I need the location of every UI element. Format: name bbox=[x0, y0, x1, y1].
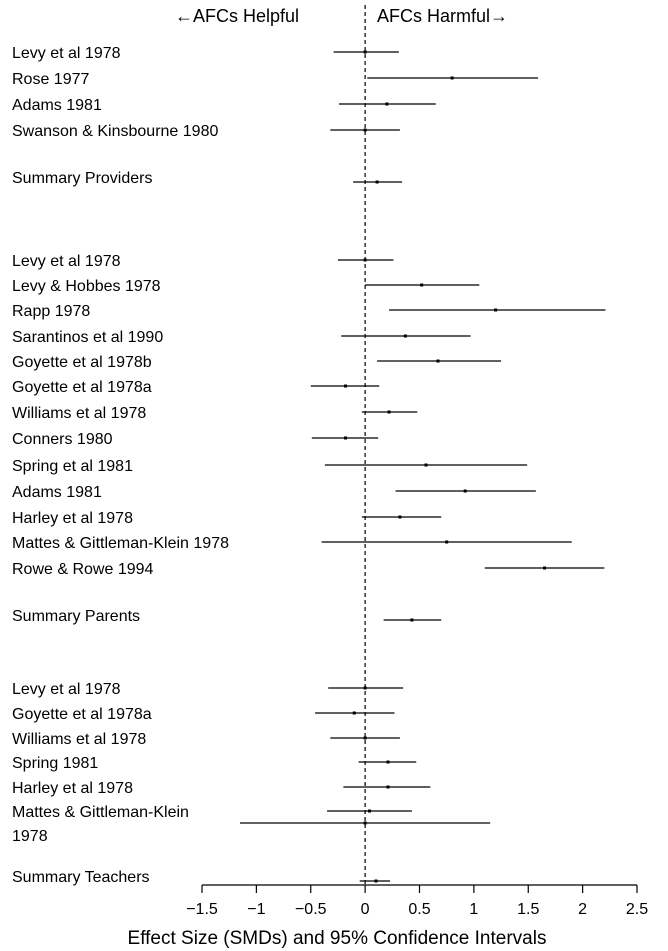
study-point bbox=[344, 384, 348, 388]
summary-label: Summary Providers bbox=[12, 170, 152, 187]
study-secondary-point bbox=[363, 821, 367, 825]
study-label: Goyette et al 1978b bbox=[12, 354, 152, 371]
study-label: Levy et al 1978 bbox=[12, 681, 121, 698]
study-label: Adams 1981 bbox=[12, 97, 102, 114]
summary-point bbox=[375, 180, 379, 184]
study-point bbox=[403, 334, 407, 338]
study-point bbox=[363, 736, 367, 740]
study-label: Levy et al 1978 bbox=[12, 45, 121, 62]
x-tick-label: −1 bbox=[247, 901, 265, 918]
study-point bbox=[367, 809, 371, 813]
study-label: Harley et al 1978 bbox=[12, 780, 133, 797]
study-label: Harley et al 1978 bbox=[12, 510, 133, 527]
study-point bbox=[398, 515, 402, 519]
study-label: Goyette et al 1978a bbox=[12, 379, 152, 396]
study-label: Goyette et al 1978a bbox=[12, 706, 152, 723]
x-tick-label: 1.5 bbox=[517, 901, 539, 918]
summary-point bbox=[410, 618, 414, 622]
study-label: Adams 1981 bbox=[12, 484, 102, 501]
summary-label: Summary Parents bbox=[12, 608, 140, 625]
summary-point bbox=[374, 879, 378, 883]
study-label-line2: 1978 bbox=[12, 828, 48, 845]
x-tick-label: 0.5 bbox=[408, 901, 430, 918]
header-helpful: ←AFCs Helpful bbox=[175, 6, 299, 26]
x-tick-label: 2.5 bbox=[626, 901, 648, 918]
study-point bbox=[424, 463, 428, 467]
study-label: Conners 1980 bbox=[12, 431, 113, 448]
study-label: Mattes & Gittleman-Klein 1978 bbox=[12, 535, 229, 552]
study-label: Rowe & Rowe 1994 bbox=[12, 561, 154, 578]
study-point bbox=[352, 711, 356, 715]
study-point bbox=[420, 283, 424, 287]
study-point bbox=[363, 686, 367, 690]
study-label: Mattes & Gittleman-Klein bbox=[12, 804, 189, 821]
x-tick-label: 0 bbox=[361, 901, 370, 918]
study-point bbox=[436, 359, 440, 363]
x-tick-label: −0.5 bbox=[295, 901, 327, 918]
study-point bbox=[463, 489, 467, 493]
study-point bbox=[363, 128, 367, 132]
study-label: Sarantinos et al 1990 bbox=[12, 329, 163, 346]
study-point bbox=[385, 102, 389, 106]
study-label: Spring et al 1981 bbox=[12, 458, 133, 475]
study-point bbox=[543, 566, 547, 570]
study-point bbox=[344, 436, 348, 440]
study-point bbox=[387, 410, 391, 414]
study-point bbox=[363, 50, 367, 54]
study-label: Spring 1981 bbox=[12, 755, 98, 772]
x-tick-label: 2 bbox=[578, 901, 587, 918]
summary-label: Summary Teachers bbox=[12, 869, 150, 886]
study-label: Williams et al 1978 bbox=[12, 731, 146, 748]
x-axis-label: Effect Size (SMDs) and 95% Confidence In… bbox=[128, 928, 547, 949]
study-point bbox=[450, 76, 454, 80]
study-point bbox=[386, 785, 390, 789]
study-label: Williams et al 1978 bbox=[12, 405, 146, 422]
study-label: Levy & Hobbes 1978 bbox=[12, 278, 161, 295]
study-label: Levy et al 1978 bbox=[12, 253, 121, 270]
study-point bbox=[494, 308, 498, 312]
study-label: Rose 1977 bbox=[12, 71, 89, 88]
x-tick-label: −1.5 bbox=[186, 901, 218, 918]
study-label: Swanson & Kinsbourne 1980 bbox=[12, 123, 218, 140]
study-label: Rapp 1978 bbox=[12, 303, 90, 320]
x-tick-label: 1 bbox=[469, 901, 478, 918]
header-harmful: AFCs Harmful→ bbox=[377, 6, 508, 26]
study-point bbox=[445, 540, 449, 544]
study-point bbox=[386, 760, 390, 764]
